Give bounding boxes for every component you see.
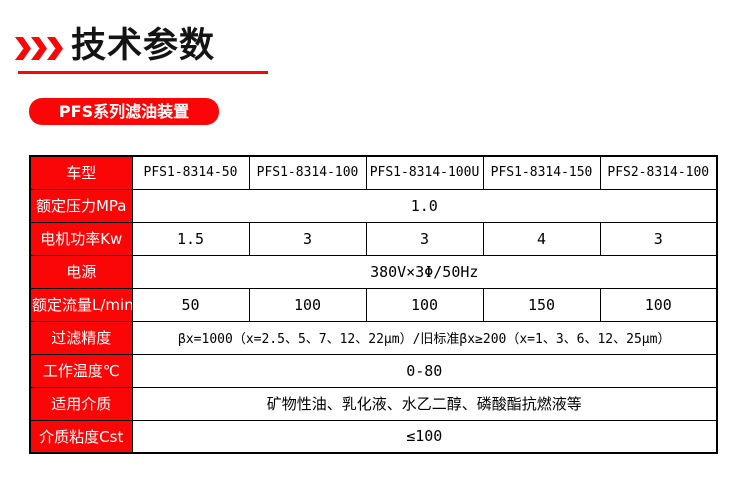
table-row-working-temperature: 工作温度℃ 0-80 xyxy=(29,353,718,388)
table-row-filtration-precision: 过滤精度 βx=1000（x=2.5、5、7、12、22μm）/旧标准βx≥20… xyxy=(29,320,718,355)
row-header-applicable-medium: 适用介质 xyxy=(29,386,133,421)
value-cell: 3 xyxy=(599,221,718,256)
row-header-rated-pressure: 额定压力MPa xyxy=(29,188,133,223)
page-title: 技术参数 xyxy=(71,26,216,66)
value-cell-rated-pressure: 1.0 xyxy=(131,188,718,223)
section-header: 技术参数 xyxy=(0,0,750,90)
table-row-medium-viscosity: 介质粘度Cst ≤100 xyxy=(29,419,718,454)
row-header-working-temperature: 工作温度℃ xyxy=(29,353,133,388)
row-header-model: 车型 xyxy=(29,155,133,190)
value-cell-filtration-precision: βx=1000（x=2.5、5、7、12、22μm）/旧标准βx≥200（x=1… xyxy=(131,320,718,355)
value-cell: 50 xyxy=(131,287,250,322)
row-header-filtration-precision: 过滤精度 xyxy=(29,320,133,355)
value-cell-medium-viscosity: ≤100 xyxy=(131,419,718,454)
value-cell-applicable-medium: 矿物性油、乳化液、水乙二醇、磷酸酯抗燃液等 xyxy=(131,386,718,421)
table-row-models: 车型 PFS1-8314-50 PFS1-8314-100 PFS1-8314-… xyxy=(29,155,718,190)
value-cell: 1.5 xyxy=(131,221,250,256)
table-row-rated-pressure: 额定压力MPa 1.0 xyxy=(29,188,718,223)
value-cell: 3 xyxy=(365,221,484,256)
model-cell: PFS1-8314-50 xyxy=(131,155,250,190)
table-row-power-supply: 电源 380V×3Φ/50Hz xyxy=(29,254,718,289)
title-underline xyxy=(18,71,268,74)
model-cell: PFS1-8314-150 xyxy=(482,155,601,190)
row-header-medium-viscosity: 介质粘度Cst xyxy=(29,419,133,454)
row-header-power-supply: 电源 xyxy=(29,254,133,289)
value-cell: 4 xyxy=(482,221,601,256)
spec-table: 车型 PFS1-8314-50 PFS1-8314-100 PFS1-8314-… xyxy=(29,155,718,454)
model-cell: PFS2-8314-100 xyxy=(599,155,718,190)
row-header-rated-flow: 额定流量L/min xyxy=(29,287,133,322)
row-header-motor-power: 电机功率Kw xyxy=(29,221,133,256)
value-cell: 100 xyxy=(248,287,367,322)
series-badge: PFS系列滤油装置 xyxy=(29,98,219,125)
value-cell: 150 xyxy=(482,287,601,322)
value-cell-power-supply: 380V×3Φ/50Hz xyxy=(131,254,718,289)
value-cell: 100 xyxy=(365,287,484,322)
value-cell: 3 xyxy=(248,221,367,256)
value-cell: 100 xyxy=(599,287,718,322)
model-cell: PFS1-8314-100 xyxy=(248,155,367,190)
table-row-rated-flow: 额定流量L/min 50 100 100 150 100 xyxy=(29,287,718,322)
table-row-applicable-medium: 适用介质 矿物性油、乳化液、水乙二醇、磷酸酯抗燃液等 xyxy=(29,386,718,421)
table-row-motor-power: 电机功率Kw 1.5 3 3 4 3 xyxy=(29,221,718,256)
model-cell: PFS1-8314-100U xyxy=(365,155,484,190)
triple-chevron-icon xyxy=(15,37,63,60)
value-cell-working-temperature: 0-80 xyxy=(131,353,718,388)
